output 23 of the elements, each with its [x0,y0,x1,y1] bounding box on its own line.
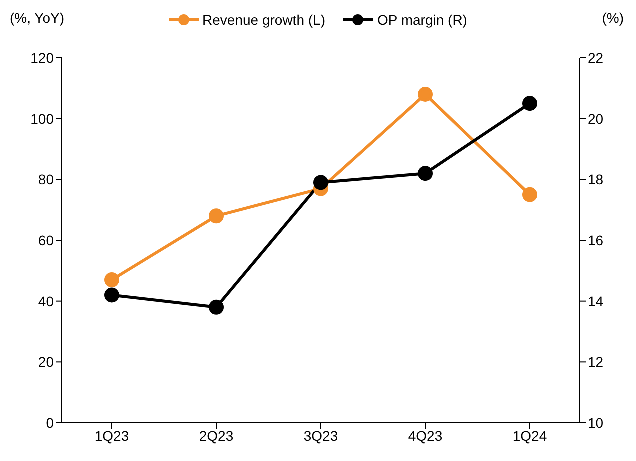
y-tick-label: 80 [38,172,54,188]
y2-tick-label: 14 [588,293,604,310]
y2-tick-label: 20 [588,110,604,127]
y2-tick-label: 10 [588,414,604,431]
x-tick-label: 1Q23 [94,428,130,444]
y2-axis-title: (%) [602,10,624,26]
y2-tick-label: 12 [588,354,604,370]
legend-label: OP margin (R) [377,12,468,28]
y2-tick-label: 16 [588,232,604,248]
x-tick-label: 2Q23 [199,428,234,444]
y-tick-label: 60 [38,232,54,248]
y-tick-label: 100 [30,110,54,127]
legend-label: Revenue growth (L) [202,12,326,28]
y2-tick-label: 18 [588,172,604,188]
x-tick-label: 3Q23 [304,428,338,444]
y-tick-label: 20 [38,354,54,370]
y-axis-title: (%, YoY) [10,10,64,26]
y-tick-label: 0 [46,414,54,431]
x-tick-label: 4Q23 [408,428,443,444]
y-tick-label: 40 [38,293,54,310]
y2-tick-label: 22 [588,50,604,66]
y-tick-label: 120 [30,50,54,66]
x-tick-label: 1Q24 [512,428,548,444]
